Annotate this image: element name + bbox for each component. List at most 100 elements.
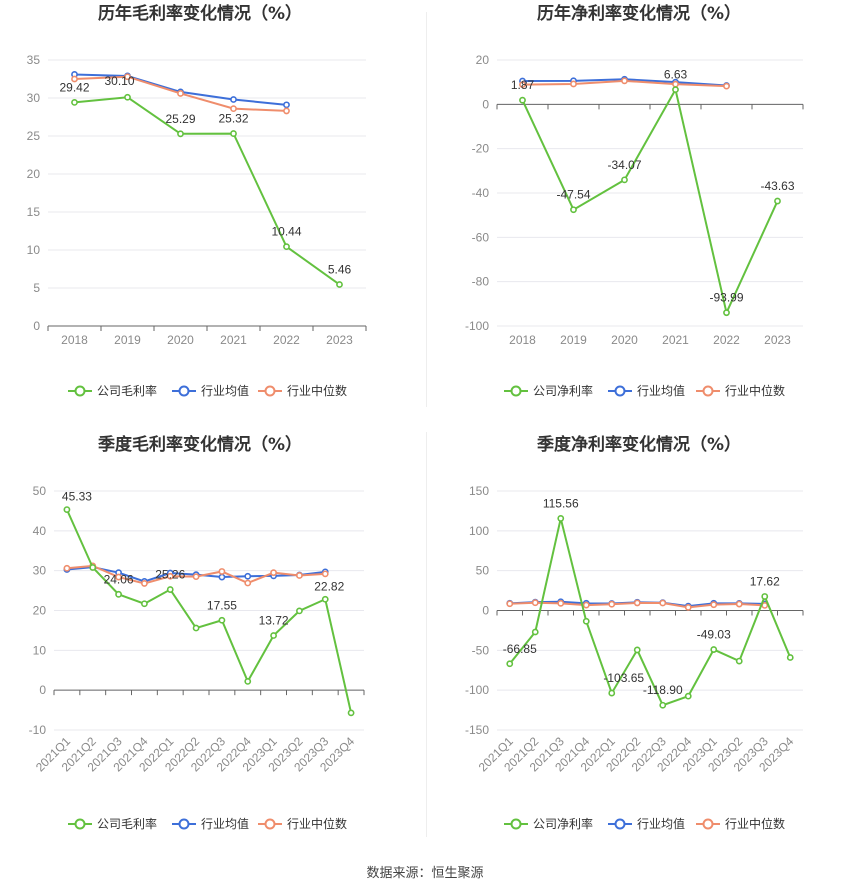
legend-marker-company — [74, 385, 86, 397]
data-point-median — [621, 77, 628, 85]
data-point-company — [570, 206, 577, 214]
data-point-median — [570, 80, 577, 88]
data-label: -43.63 — [760, 179, 794, 193]
legend-label: 公司净利率 — [533, 816, 593, 831]
data-point-company — [531, 628, 539, 636]
series-line-company — [521, 86, 779, 316]
chart-title: 季度净利率变化情况（%） — [537, 434, 741, 455]
y-tick-label: 50 — [476, 564, 490, 578]
x-tick-label: 2021 — [662, 333, 689, 347]
data-label: 25.26 — [155, 568, 185, 582]
y-tick-label: 40 — [33, 524, 47, 538]
vertical-divider — [426, 12, 427, 407]
chart-4: 季度净利率变化情况（%）-150-100-500501001502021Q120… — [465, 434, 804, 831]
y-tick-label: 0 — [482, 97, 489, 111]
data-point-median — [115, 573, 122, 581]
legend-marker-median — [702, 818, 714, 830]
data-label: -103.65 — [603, 671, 644, 685]
data-point-median — [124, 73, 131, 81]
data-point-median — [321, 570, 329, 578]
data-point-median — [141, 580, 148, 587]
data-label: 30.10 — [104, 74, 134, 88]
legend-marker-median — [702, 385, 714, 397]
legend-marker-median — [264, 385, 276, 397]
data-point-company — [115, 590, 122, 598]
y-tick-label: 0 — [482, 604, 489, 618]
y-tick-label: 25 — [27, 129, 41, 143]
data-label: 13.72 — [259, 614, 289, 628]
y-tick-label: -10 — [29, 723, 47, 737]
chart-1: 历年毛利率变化情况（%） 0 5 10 15 20 25 30 35 2018 2019 2020 20… — [27, 3, 367, 398]
data-point-median — [557, 599, 565, 607]
data-point-company — [230, 130, 237, 137]
data-point-company — [761, 593, 769, 600]
data-point-company — [608, 689, 616, 697]
data-point-company — [774, 197, 781, 205]
data-label: 22.82 — [314, 579, 344, 593]
data-point-company — [723, 309, 730, 317]
y-tick-label: -80 — [472, 275, 490, 289]
data-point-median — [672, 80, 679, 88]
legend-label: 公司净利率 — [533, 383, 593, 398]
data-point-company — [582, 617, 590, 625]
x-tick-label: 2021 — [220, 333, 247, 347]
y-tick-label: -100 — [465, 683, 489, 697]
data-label: 24.06 — [104, 572, 134, 586]
y-tick-label: 20 — [33, 604, 47, 618]
x-tick-label: 2023 — [764, 333, 791, 347]
legend-marker-avg — [614, 818, 626, 830]
data-label: -118.90 — [643, 683, 683, 697]
data-point-company — [519, 96, 526, 104]
data-point-company — [166, 586, 174, 593]
data-point-median — [531, 599, 539, 607]
data-label: -34.07 — [607, 158, 641, 172]
x-tick-label: 2018 — [509, 333, 536, 347]
x-tick-label: 2019 — [114, 333, 141, 347]
legend-label: 公司毛利率 — [97, 383, 157, 398]
data-point-median — [684, 603, 692, 611]
data-point-company — [347, 709, 355, 717]
data-point-median — [710, 601, 718, 609]
series-line-company — [66, 509, 353, 714]
y-tick-label: 15 — [27, 205, 41, 219]
legend-label: 公司毛利率 — [97, 816, 157, 831]
y-tick-label: 0 — [33, 319, 40, 333]
data-point-avg — [218, 573, 226, 581]
x-tick-label: 2019 — [560, 333, 587, 347]
data-point-company — [218, 616, 226, 624]
y-tick-label: 10 — [33, 643, 47, 657]
data-label: -47.54 — [556, 188, 590, 202]
legend-label: 行业均值 — [201, 383, 249, 398]
y-tick-label: 100 — [469, 524, 489, 538]
data-point-avg — [283, 101, 290, 109]
data-label: -66.85 — [503, 642, 537, 656]
chart-2: 历年净利率变化情况（%） -100 -80 -60 -40 -20 0 20 2018 2019 2… — [465, 3, 804, 398]
data-point-company — [89, 564, 97, 571]
data-point-company — [192, 624, 200, 632]
data-point-company — [283, 243, 290, 251]
data-point-median — [296, 572, 303, 579]
series-line-company — [508, 518, 792, 707]
data-point-company — [63, 506, 71, 514]
legend-label: 行业均值 — [637, 816, 685, 831]
data-point-median — [735, 600, 743, 608]
data-point-company — [177, 130, 184, 138]
data-point-company — [506, 660, 514, 668]
data-point-median — [177, 90, 184, 97]
legend-marker-company — [510, 385, 522, 397]
data-point-median — [244, 579, 252, 587]
data-point-avg — [244, 572, 252, 580]
y-tick-label: 0 — [39, 683, 46, 697]
data-point-median — [192, 573, 200, 581]
data-point-median — [519, 81, 526, 89]
y-tick-label: 30 — [27, 91, 41, 105]
legend-marker-avg — [614, 385, 626, 397]
data-point-company — [296, 607, 303, 615]
legend-label: 行业中位数 — [287, 816, 347, 831]
y-tick-label: -60 — [472, 230, 490, 244]
data-label: 10.44 — [271, 225, 301, 239]
y-tick-label: 30 — [33, 564, 47, 578]
data-point-company — [684, 692, 692, 700]
data-point-median — [283, 107, 290, 115]
y-tick-label: 20 — [476, 53, 490, 67]
